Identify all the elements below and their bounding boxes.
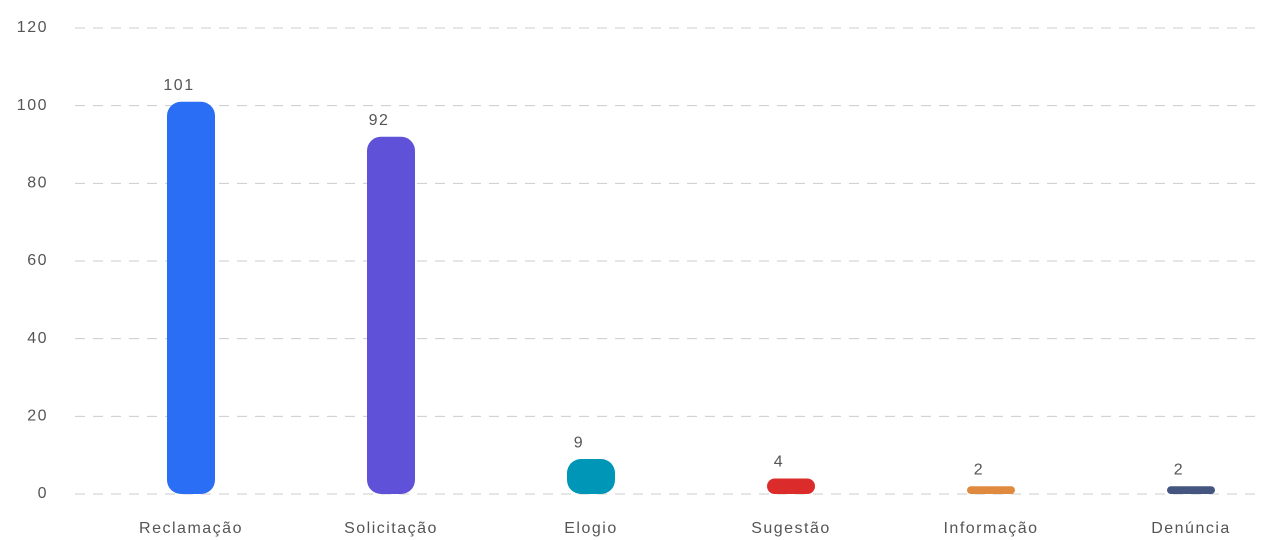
bar: [567, 459, 615, 494]
y-tick-label: 120: [17, 19, 48, 36]
y-tick-label: 100: [17, 97, 48, 114]
x-tick-label: Solicitação: [344, 520, 438, 537]
bar: [367, 136, 415, 494]
data-label: 92: [369, 112, 390, 129]
data-label: 9: [574, 434, 584, 451]
data-label: 4: [774, 454, 784, 471]
data-label: 2: [1174, 461, 1184, 478]
y-tick-label: 0: [38, 485, 48, 502]
y-tick-label: 20: [27, 408, 48, 425]
y-tick-label: 80: [27, 175, 48, 192]
bar: [167, 101, 215, 495]
y-tick-label: 60: [27, 252, 48, 269]
x-tick-label: Informação: [943, 520, 1038, 537]
y-tick-label: 40: [27, 330, 48, 347]
bar: [967, 486, 1015, 494]
x-tick-label: Denúncia: [1151, 520, 1231, 537]
x-tick-label: Elogio: [564, 520, 617, 537]
bar: [767, 478, 815, 494]
data-label: 101: [163, 77, 194, 94]
data-label: 2: [974, 461, 984, 478]
x-tick-label: Reclamação: [139, 520, 243, 537]
bar: [1167, 486, 1215, 494]
x-tick-label: Sugestão: [751, 520, 831, 537]
